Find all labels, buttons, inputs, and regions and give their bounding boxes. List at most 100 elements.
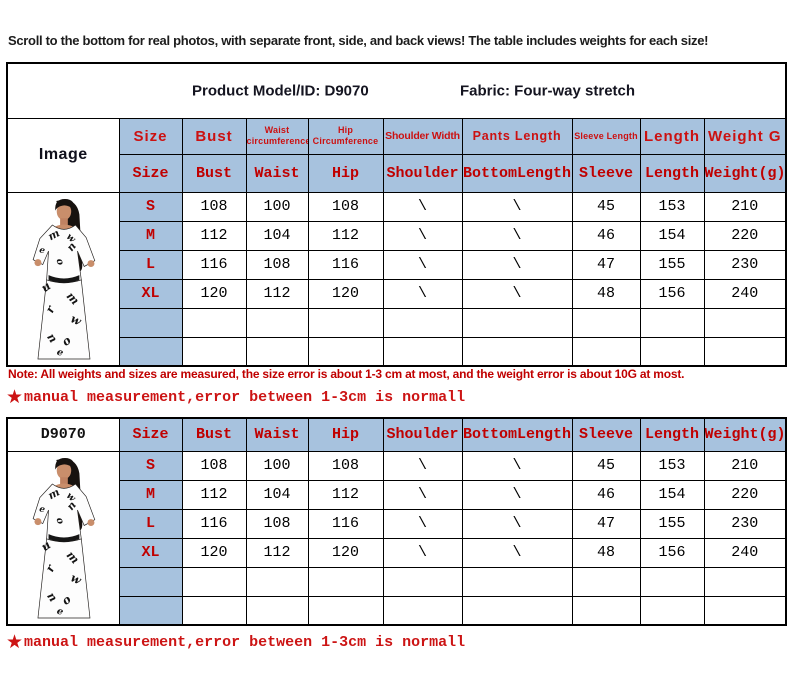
col-header-length: Length — [639, 117, 705, 155]
shoulder-value-cell: \ — [382, 508, 463, 539]
col-header-pants-length: Pants Length — [461, 117, 573, 155]
bottom-length-value-cell: \ — [461, 220, 573, 251]
length-value-cell: 153 — [639, 450, 705, 481]
shoulder-value-cell — [382, 336, 463, 367]
svg-text:o: o — [54, 256, 67, 266]
size-value-cell — [118, 336, 183, 367]
header-row-mono: Size Bust Waist Hip Shoulder BottomLengt… — [7, 153, 787, 193]
svg-text:e: e — [55, 346, 65, 358]
dress-skirt — [37, 279, 91, 359]
svg-text:e: e — [55, 605, 65, 617]
weight-value-cell: 240 — [703, 537, 787, 568]
t2-col-header-size: Size — [118, 417, 183, 452]
sleeve-value-cell — [571, 336, 641, 367]
sleeve-value-cell: 47 — [571, 508, 641, 539]
weight-value-cell: 230 — [703, 249, 787, 280]
svg-text:m: m — [46, 486, 62, 502]
face — [56, 461, 72, 479]
svg-text:m: m — [46, 227, 62, 243]
length-value-cell: 154 — [639, 220, 705, 251]
weight-value-cell — [703, 336, 787, 367]
size-value-cell: L — [118, 249, 183, 280]
product-title-cell: Product Model/ID: D9070 Fabric: Four-way… — [6, 62, 787, 119]
hip-value-cell: 116 — [307, 249, 384, 280]
belt — [48, 274, 80, 283]
col-header-bust: Bust — [181, 117, 247, 155]
size-value-cell: M — [118, 220, 183, 251]
size-row-s: m w e n o u m r w n o e S 108 100 108 \ \ 45 15… — [6, 191, 787, 367]
weight-value-cell — [703, 307, 787, 338]
bust-value-cell: 108 — [181, 450, 247, 481]
neck — [60, 476, 69, 485]
hair-front — [55, 457, 75, 470]
shoulder-value-cell — [382, 566, 463, 597]
size-table-main: Product Model/ID: D9070 Fabric: Four-way… — [6, 62, 788, 367]
star-icon: ★ — [6, 631, 24, 653]
shoulder-value-cell — [382, 595, 463, 626]
size-value-cell: M — [118, 479, 183, 510]
length-value-cell — [639, 336, 705, 367]
product-title-row: Product Model/ID: D9070 Fabric: Four-way… — [6, 62, 787, 119]
sleeve-value-cell: 46 — [571, 220, 641, 251]
hip-value-cell — [307, 595, 384, 626]
bottom-length-value-cell — [461, 566, 573, 597]
waist-value-cell: 104 — [245, 479, 309, 510]
length-value-cell: 154 — [639, 479, 705, 510]
t2-col-header-weight: Weight(g) — [703, 417, 787, 452]
size-value-cell — [118, 595, 183, 626]
product-model-label: Product Model/ID: D9070 — [192, 82, 369, 100]
product-photo: m w e n o u m r w n o e — [32, 198, 96, 359]
sleeve-value-cell: 47 — [571, 249, 641, 280]
header-row-english: Image Size Bust Waist circumference Hip … — [6, 117, 787, 193]
bust-value-cell: 120 — [181, 278, 247, 309]
product-photo: m w e n o u m r w n o e — [32, 457, 96, 618]
size-row-xl: XL 120 112 120 \ \ 48 156 240 — [7, 537, 787, 568]
waist-value-cell — [245, 595, 309, 626]
size-value-cell — [118, 307, 183, 338]
col-header-waist-circumference: Waist circumference — [245, 117, 309, 155]
bottom-length-value-cell: \ — [461, 249, 573, 280]
hip-value-cell — [307, 566, 384, 597]
bottom-length-value-cell — [461, 595, 573, 626]
bottom-length-value-cell: \ — [461, 479, 573, 510]
size-value-cell: S — [118, 191, 183, 222]
hip-value-cell: 116 — [307, 508, 384, 539]
star-icon: ★ — [6, 386, 24, 408]
weight-value-cell: 210 — [703, 191, 787, 222]
hand-right — [87, 518, 95, 526]
hip-value-cell: 112 — [307, 220, 384, 251]
col-header2-weight: Weight(g) — [703, 153, 787, 193]
shoulder-value-cell — [382, 307, 463, 338]
waist-value-cell: 112 — [245, 537, 309, 568]
hand-left — [34, 258, 42, 266]
waist-value-cell: 100 — [245, 191, 309, 222]
size-value-cell: L — [118, 508, 183, 539]
col-header-hip-circumference: Hip Circumference — [307, 117, 384, 155]
col-header2-bust: Bust — [181, 153, 247, 193]
bust-value-cell — [181, 307, 247, 338]
top-notice-text: Scroll to the bottom for real photos, wi… — [8, 33, 709, 48]
hip-value-cell — [307, 307, 384, 338]
size-value-cell: XL — [118, 278, 183, 309]
size-row-m: M 112 104 112 \ \ 46 154 220 — [7, 220, 787, 251]
size-table-secondary-body: m w e n o u m r w n o e S 108 100 108 \ \ 45 15… — [6, 450, 787, 626]
sleeve-value-cell: 48 — [571, 537, 641, 568]
hip-value-cell: 112 — [307, 479, 384, 510]
sleeve-value-cell: 45 — [571, 450, 641, 481]
model-id-cell: D9070 — [6, 417, 120, 452]
product-photo-cell: m w e n o u m r w n o e — [6, 450, 120, 626]
sleeve-value-cell — [571, 595, 641, 626]
col-header-weight-g: Weight G — [703, 117, 787, 155]
product-photo-cell: m w e n o u m r w n o e — [6, 191, 120, 367]
length-value-cell: 156 — [639, 278, 705, 309]
t2-col-header-shoulder: Shoulder — [382, 417, 463, 452]
length-value-cell: 156 — [639, 537, 705, 568]
size-table-main-body: m w e n o u m r w n o e S 108 100 108 \ \ 45 15… — [6, 191, 787, 367]
bust-value-cell — [181, 595, 247, 626]
hand-left — [34, 517, 42, 525]
star-note-text: manual measurement,error between 1-3cm i… — [24, 389, 466, 406]
size-row-l: L 116 108 116 \ \ 47 155 230 — [7, 508, 787, 539]
weight-value-cell: 210 — [703, 450, 787, 481]
fabric-label: Fabric: Four-way stretch — [460, 82, 636, 100]
hip-value-cell — [307, 336, 384, 367]
